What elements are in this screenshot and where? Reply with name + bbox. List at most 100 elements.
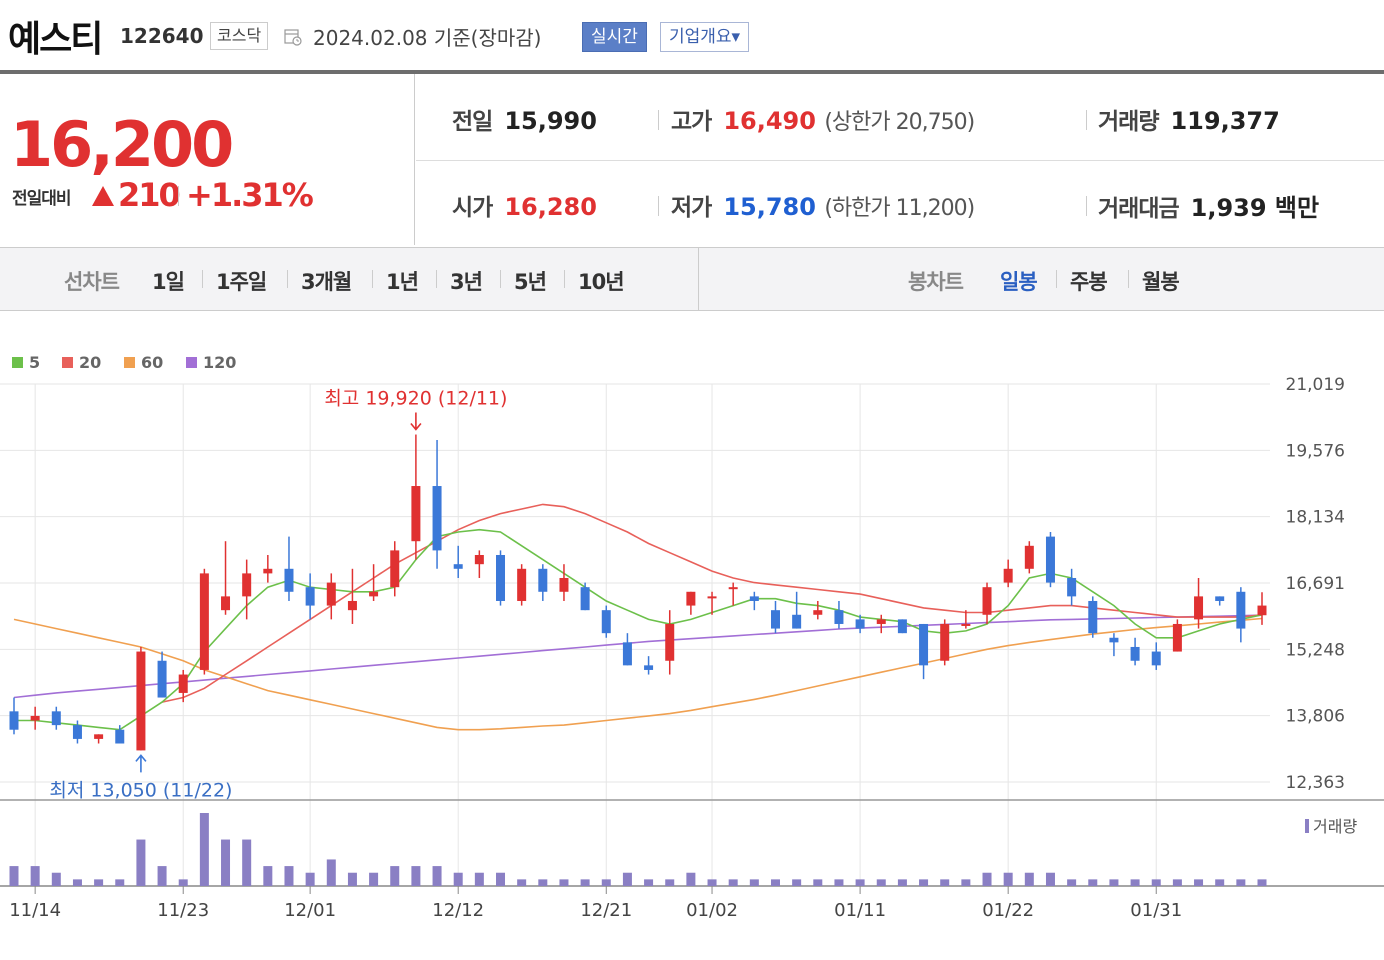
stat-open-value: 16,280 (504, 193, 597, 221)
tab-separator (1056, 270, 1057, 288)
volume-bar (1045, 872, 1055, 886)
stat-open: 시가 16,280 (452, 188, 597, 222)
y-tick-label: 21,019 (1286, 375, 1345, 395)
candle-body (601, 610, 611, 634)
candle-body (1215, 596, 1225, 601)
x-tick-label: 01/22 (982, 900, 1034, 921)
candle-body (94, 734, 104, 739)
candle-body (728, 587, 738, 590)
volume-bar (580, 879, 590, 886)
volume-bar (51, 872, 61, 886)
x-tick-label: 12/01 (284, 900, 336, 921)
tab-10y[interactable]: 10년 (578, 270, 625, 294)
current-price: 16,200 (10, 108, 234, 181)
tab-3y[interactable]: 3년 (450, 270, 483, 294)
volume-bar (919, 879, 929, 886)
ma60-line (13, 617, 1263, 731)
compare-label: 전일대비 (12, 189, 72, 209)
candle-body (326, 582, 336, 606)
stat-volume-value: 119,377 (1170, 107, 1280, 135)
tab-3m[interactable]: 3개월 (301, 270, 352, 294)
stat-low-value: 15,780 (723, 193, 816, 221)
volume-bar (263, 866, 273, 886)
ma20-line (161, 503, 1263, 703)
volume-bar (326, 859, 336, 886)
realtime-button[interactable]: 실시간 (582, 22, 647, 52)
tab-1d[interactable]: 1일 (152, 270, 185, 294)
change-separator (178, 186, 179, 206)
candle-body (157, 660, 167, 698)
candle-body (72, 725, 82, 739)
tab-monthly[interactable]: 월봉 (1142, 270, 1180, 294)
tab-separator (436, 270, 437, 288)
volume-bar (728, 879, 738, 886)
change-amount: 210 (118, 176, 181, 214)
candle-body (1024, 545, 1034, 569)
tab-weekly[interactable]: 주봉 (1070, 270, 1108, 294)
stat-upper-limit: (상한가 20,750) (824, 110, 975, 135)
company-overview-button[interactable]: 기업개요▾ (660, 22, 750, 52)
volume-bar (686, 872, 696, 886)
volume-bar (1109, 879, 1119, 886)
tab-separator (500, 270, 501, 288)
stat-open-label: 시가 (452, 195, 493, 221)
candle-chart-label: 봉차트 (908, 270, 964, 294)
volume-bar (221, 839, 231, 886)
volume-bar (1003, 872, 1013, 886)
candle-body (770, 610, 780, 629)
y-tick-label: 18,134 (1286, 508, 1345, 528)
high-annotation: 최고 19,920 (12/11) (324, 388, 507, 410)
volume-bar (136, 839, 146, 886)
up-arrow-icon (92, 186, 114, 206)
market-badge: 코스닥 (210, 22, 269, 50)
tab-daily[interactable]: 일봉 (1000, 270, 1038, 294)
volume-bar (707, 879, 717, 886)
candle-body (1236, 591, 1246, 629)
y-tick-label: 16,691 (1286, 574, 1345, 594)
candle-body (390, 550, 400, 588)
candle-body (897, 619, 907, 634)
volume-bar (665, 879, 675, 886)
volume-bar (517, 879, 527, 886)
base-date: 2024.02.08 기준(장마감) (313, 26, 542, 50)
volume-bar (1215, 879, 1225, 886)
legend-label: 60 (141, 353, 163, 372)
x-tick-label: 11/23 (157, 900, 209, 921)
candle-body (115, 729, 125, 744)
volume-bar (157, 866, 167, 886)
y-tick-label: 19,576 (1286, 441, 1345, 461)
volume-bar (792, 879, 802, 886)
calendar-clock-icon (284, 29, 302, 46)
price-summary: 16,200 전일대비 210 +1.31% (0, 74, 415, 245)
candle-body (1109, 637, 1119, 643)
volume-bar (855, 879, 865, 886)
candle-body (622, 642, 632, 666)
volume-bar (813, 879, 823, 886)
volume-bar (72, 879, 82, 886)
volume-bar (474, 872, 484, 886)
candle-body (855, 619, 865, 629)
candlestick-chart[interactable]: 5 20 60 120 21,019 19,576 18,134 16,691 15,248 13… (0, 310, 1384, 960)
candle-body (51, 711, 61, 726)
candle-body (411, 486, 421, 542)
tab-1y[interactable]: 1년 (386, 270, 419, 294)
x-tick-label: 11/14 (9, 900, 61, 921)
stat-high: 고가 16,490 (상한가 20,750) (671, 102, 975, 136)
volume-bar (940, 879, 950, 886)
volume-bar (897, 879, 907, 886)
volume-bar (242, 839, 252, 886)
candle-body (686, 591, 696, 606)
tab-1w[interactable]: 1주일 (216, 270, 267, 294)
candle-body (538, 568, 548, 592)
volume-bar (284, 866, 294, 886)
candle-body (199, 573, 209, 670)
candle-body (982, 587, 992, 615)
stat-volume-label: 거래량 (1098, 109, 1159, 135)
x-tick-label: 01/31 (1130, 900, 1182, 921)
volume-bar (1172, 879, 1182, 886)
candle-body (1045, 536, 1055, 583)
change-percent: +1.31% (186, 176, 314, 214)
candle-body (305, 587, 315, 606)
header-divider (0, 70, 1384, 74)
tab-5y[interactable]: 5년 (514, 270, 547, 294)
